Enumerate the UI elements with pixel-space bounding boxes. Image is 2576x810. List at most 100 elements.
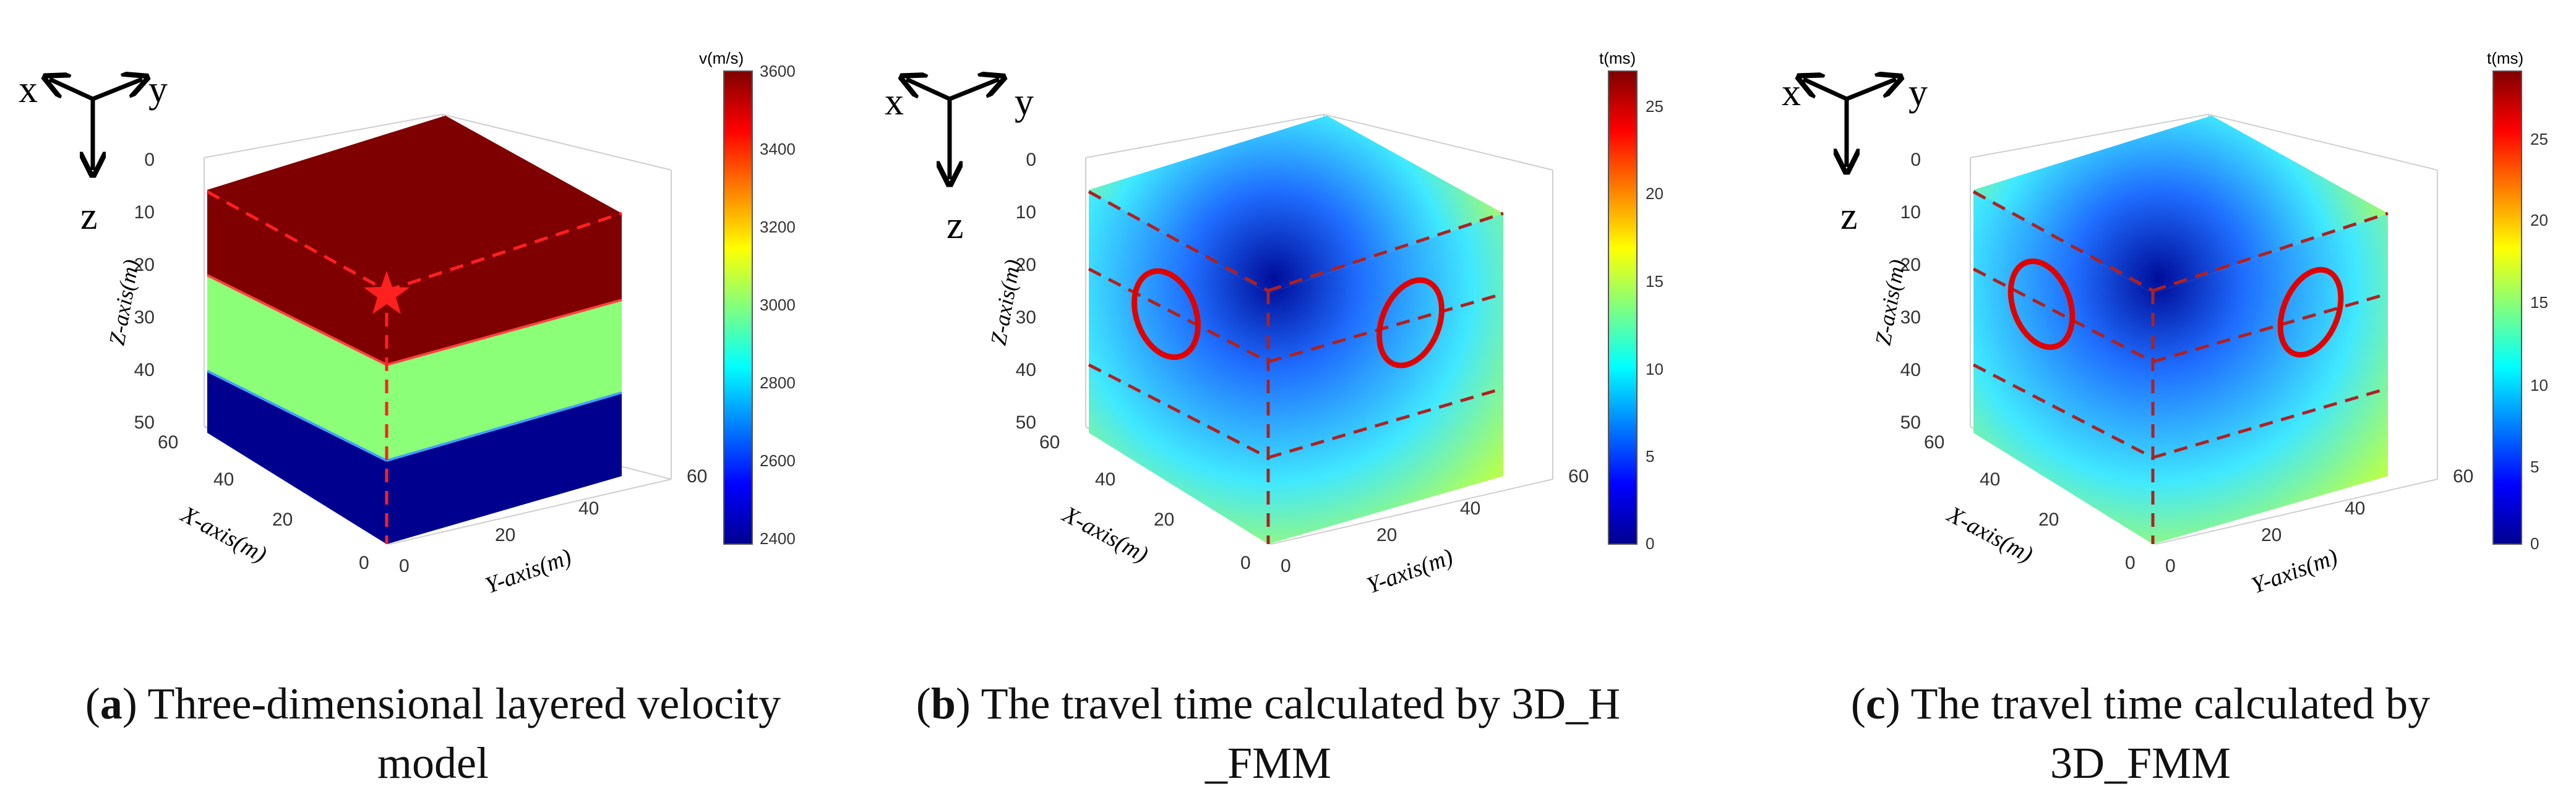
colorbar-tick: 3600 xyxy=(760,62,796,80)
colorbar: t(ms) 25 20 15 10 5 0 xyxy=(1599,49,1664,553)
x-axis-label: X-axis(m) xyxy=(1942,501,2037,568)
colorbar-tick: 0 xyxy=(1646,534,1654,553)
y-ticks: 0 20 40 60 xyxy=(399,466,707,576)
triad-y-label: y xyxy=(148,69,168,111)
y-axis-label: Y-axis(m) xyxy=(2248,544,2342,599)
x-tick-label: 40 xyxy=(1980,469,2000,490)
section-lines xyxy=(206,190,622,544)
left-layer-mid xyxy=(207,275,387,461)
triad-x-label: x xyxy=(19,69,38,111)
y-tick-label: 20 xyxy=(495,525,515,545)
z-axis-label: Z-axis(m) xyxy=(1870,258,1910,347)
caption-c-line-1: The travel time calculated by xyxy=(1910,679,2431,728)
colorbar-tick: 2600 xyxy=(760,451,796,470)
y-ticks: 0 20 40 60 xyxy=(1281,466,1589,576)
right-layer-mid xyxy=(387,300,622,461)
colorbar-tick: 3400 xyxy=(760,140,796,158)
z-tick-label: 40 xyxy=(134,360,155,380)
y-tick-label: 60 xyxy=(2453,466,2473,487)
z-ticks: 0 10 20 30 40 50 xyxy=(1016,150,1036,433)
colorbar-tick: 20 xyxy=(1646,184,1664,203)
y-tick-label: 40 xyxy=(578,498,599,519)
caption-c: (c) The travel time calculated by 3D_FMM xyxy=(1850,679,2431,788)
triad-y-label: y xyxy=(1015,81,1034,123)
y-tick-label: 40 xyxy=(2345,498,2365,519)
x-tick-label: 40 xyxy=(213,469,234,490)
triad-z-label: z xyxy=(1840,195,1858,237)
highlight-circle xyxy=(1376,277,1445,369)
z-tick-label: 50 xyxy=(1016,412,1036,433)
panel-a: x y z xyxy=(19,49,796,599)
z-tick-label: 30 xyxy=(134,307,155,328)
left-face xyxy=(1089,190,1268,544)
z-ticks: 0 10 20 30 40 50 xyxy=(134,150,155,433)
z-tick-label: 0 xyxy=(1910,150,1921,170)
x-tick-label: 60 xyxy=(1924,432,1944,453)
triad-x-label: x xyxy=(885,81,904,123)
colorbar-tick: 3000 xyxy=(760,296,796,314)
x-tick-label: 0 xyxy=(359,553,369,573)
colorbar-tick: 2400 xyxy=(760,529,796,548)
right-layer-top xyxy=(387,213,622,365)
x-axis-label: X-axis(m) xyxy=(1057,501,1153,568)
z-tick-label: 50 xyxy=(134,412,155,433)
x-tick-label: 0 xyxy=(2125,553,2136,573)
x-tick-label: 0 xyxy=(1240,553,1251,573)
left-face xyxy=(1973,190,2153,544)
colorbar: v(m/s) 3600 3400 3200 3000 2800 2600 240… xyxy=(699,49,796,548)
caption-b: (b) The travel time calculated by 3D_H _F… xyxy=(916,679,1621,788)
triad-x-label: x xyxy=(1782,72,1801,114)
colorbar: t(ms) 25 20 15 10 5 0 xyxy=(2487,49,2548,553)
triad-z-label: z xyxy=(80,195,98,237)
colorbar-tick: 20 xyxy=(2530,211,2548,229)
y-tick-label: 60 xyxy=(687,466,707,487)
colorbar-tick: 2800 xyxy=(760,373,796,392)
colorbar-tick: 0 xyxy=(2530,534,2539,553)
colorbar-tick: 3200 xyxy=(760,218,796,236)
colorbar-title: v(m/s) xyxy=(699,49,744,67)
right-face xyxy=(2153,213,2388,544)
colorbar-title: t(ms) xyxy=(1599,49,1636,67)
x-tick-label: 40 xyxy=(1095,469,1115,490)
caption-c-letter: c xyxy=(1865,679,1886,728)
axes-triad-icon: x y z xyxy=(19,69,168,237)
x-tick-label: 20 xyxy=(1154,509,1174,530)
x-ticks: 60 40 20 0 xyxy=(1039,432,1251,573)
z-axis-label: Z-axis(m) xyxy=(985,258,1025,347)
z-tick-label: 0 xyxy=(144,150,155,170)
x-ticks: 60 40 20 0 xyxy=(158,432,369,573)
triad-y-label: y xyxy=(1908,72,1928,114)
colorbar-tick: 5 xyxy=(1646,447,1654,466)
z-tick-label: 50 xyxy=(1900,412,1921,433)
z-tick-label: 40 xyxy=(1900,360,1921,380)
y-axis-label: Y-axis(m) xyxy=(482,544,575,599)
panel-c: x y z 0 10 2 xyxy=(1782,49,2548,599)
section-lines xyxy=(1088,190,1504,544)
y-tick-label: 0 xyxy=(399,556,410,576)
caption-b-letter: b xyxy=(930,679,956,728)
colorbar-title: t(ms) xyxy=(2487,49,2523,67)
y-tick-label: 0 xyxy=(1281,556,1291,576)
caption-b-line-2: _FMM xyxy=(1204,738,1332,788)
colorbar-tick: 25 xyxy=(2530,130,2548,148)
axes-triad-icon: x y z xyxy=(885,79,1034,247)
z-tick-label: 20 xyxy=(1016,255,1036,275)
z-tick-label: 40 xyxy=(1016,360,1036,380)
x-axis-label: X-axis(m) xyxy=(176,501,271,568)
caption-a-text: Three-dimensional layered velocity model xyxy=(147,679,781,788)
z-tick-label: 10 xyxy=(1900,202,1921,223)
y-tick-label: 60 xyxy=(1568,466,1589,487)
highlight-circle xyxy=(1131,268,1201,360)
x-ticks: 60 40 20 0 xyxy=(1924,432,2136,573)
y-tick-label: 20 xyxy=(1376,525,1397,545)
y-ticks: 0 20 40 60 xyxy=(2165,466,2473,576)
x-tick-label: 60 xyxy=(158,432,178,453)
left-layer-bottom xyxy=(207,371,387,544)
colorbar-tick: 15 xyxy=(1646,272,1664,291)
z-tick-label: 20 xyxy=(1900,255,1921,275)
z-tick-label: 0 xyxy=(1026,150,1036,170)
caption-b-line-1: The travel time calculated by 3D_H xyxy=(981,679,1621,728)
colorbar-tick: 25 xyxy=(1646,97,1664,116)
z-tick-label: 20 xyxy=(134,255,155,275)
left-layer-top xyxy=(207,190,387,365)
